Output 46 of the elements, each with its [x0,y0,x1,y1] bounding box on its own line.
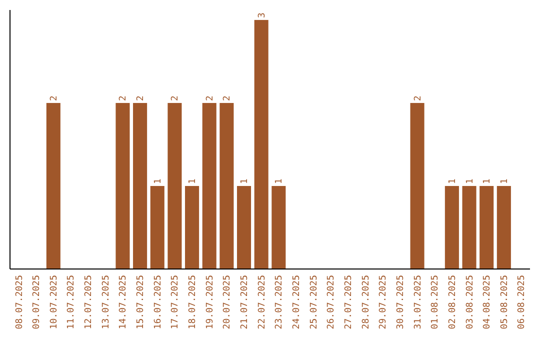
x-tick-label: 02.08.2025 [448,275,458,330]
x-tick-label: 30.07.2025 [396,275,406,330]
data-label: 3 [257,12,268,18]
x-tick-label: 13.07.2025 [101,275,112,330]
x-tick-label: 19.07.2025 [205,275,216,330]
x-tick-label: 20.07.2025 [222,275,233,330]
data-label: 1 [465,178,476,184]
data-label: 2 [49,96,60,101]
x-tick-label: 11.07.2025 [66,275,77,330]
data-label: 2 [413,96,424,101]
data-label: 2 [118,96,129,101]
data-label: 1 [482,178,493,184]
data-label: 1 [188,178,198,184]
data-label: 2 [222,96,233,101]
x-tick-label: 28.07.2025 [361,275,372,330]
x-tick-label: 05.08.2025 [500,275,510,330]
data-label: 2 [205,96,216,101]
x-tick-label: 27.07.2025 [344,275,354,330]
data-label: 1 [500,178,510,184]
x-tick-label: 14.07.2025 [118,275,129,330]
x-tick-label: 08.07.2025 [14,275,25,330]
x-tick-label: 16.07.2025 [153,275,164,330]
x-tick-label: 23.07.2025 [274,275,285,330]
data-label: 1 [240,178,250,184]
x-tick-label: 25.07.2025 [309,275,320,330]
x-tick-label: 29.07.2025 [378,275,389,330]
x-tick-label: 31.07.2025 [413,275,424,330]
x-tick-label: 17.07.2025 [170,275,181,330]
data-label: 2 [170,96,181,101]
x-tick-label: 15.07.2025 [136,275,146,330]
x-tick-label: 04.08.2025 [482,275,493,330]
x-tick-label: 22.07.2025 [257,275,268,330]
x-tick-label: 06.08.2025 [517,275,528,330]
data-label: 1 [274,178,285,184]
x-tick-label: 10.07.2025 [49,275,60,330]
data-label: 1 [448,178,458,184]
x-tick-label: 03.08.2025 [465,275,476,330]
x-tick-label: 24.07.2025 [292,275,302,330]
data-label: 1 [153,178,164,184]
x-tick-label: 01.08.2025 [430,275,441,330]
data-label: 2 [136,96,146,101]
x-tick-label: 26.07.2025 [326,275,337,330]
x-tick-label: 21.07.2025 [240,275,250,330]
x-tick-label: 18.07.2025 [188,275,198,330]
x-tick-label: 09.07.2025 [32,275,42,330]
x-tick-label: 12.07.2025 [84,275,94,330]
